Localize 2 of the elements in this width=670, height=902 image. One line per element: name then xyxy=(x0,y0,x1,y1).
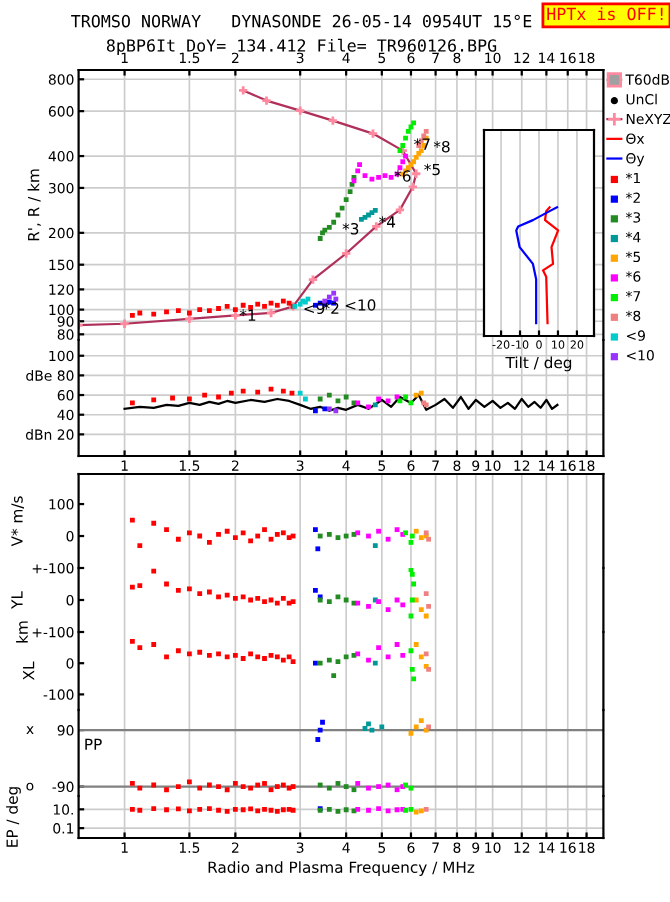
chart-title: TROMSO NORWAY DYNASONDE 26-05-14 0954UT 15°E xyxy=(71,14,532,28)
text: HPTx is OFF! xyxy=(547,7,663,21)
